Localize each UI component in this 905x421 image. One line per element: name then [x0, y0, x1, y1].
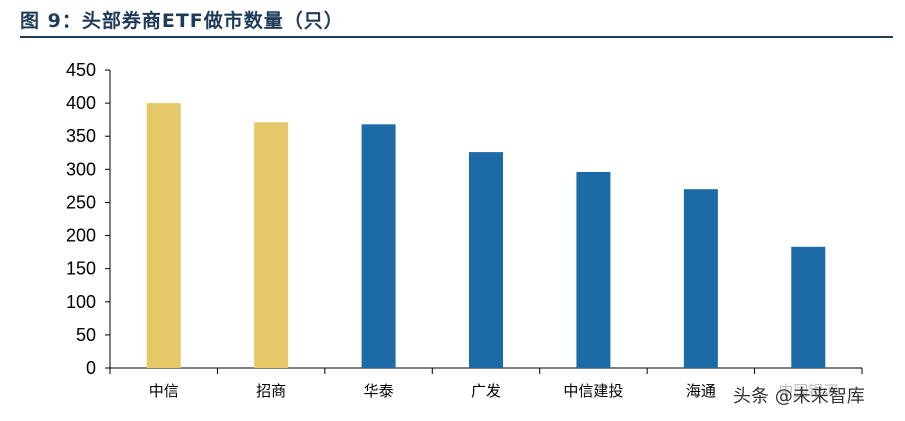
bar-5	[683, 189, 718, 368]
x-category-label: 华泰	[364, 382, 394, 400]
bar-3	[469, 152, 503, 368]
y-tick-label: 150	[66, 259, 96, 279]
x-category-label: 中信	[149, 382, 179, 400]
watermark: 头条 @未来智库	[730, 382, 868, 408]
y-tick-label: 450	[66, 60, 96, 80]
y-tick-label: 400	[66, 93, 96, 113]
y-tick-label: 0	[86, 358, 96, 378]
bar-6	[791, 246, 826, 368]
x-category-label: 海通	[686, 382, 716, 400]
x-category-label: 招商	[256, 382, 286, 400]
figure-title: 图 9：头部券商ETF做市数量（只）	[20, 10, 344, 32]
y-tick-label: 50	[76, 325, 96, 345]
title-rule	[20, 36, 893, 38]
y-tick-label: 100	[66, 292, 96, 312]
y-tick-label: 300	[66, 159, 96, 179]
bar-4	[576, 171, 611, 368]
y-tick-label: 350	[66, 126, 96, 146]
bar-0	[146, 103, 181, 368]
x-category-label: 广发	[471, 382, 501, 400]
y-tick-label: 200	[66, 226, 96, 246]
x-category-label: 中信建投	[563, 382, 623, 400]
bar-2	[361, 124, 396, 369]
y-tick-label: 250	[66, 192, 96, 212]
bar-1	[254, 122, 289, 368]
